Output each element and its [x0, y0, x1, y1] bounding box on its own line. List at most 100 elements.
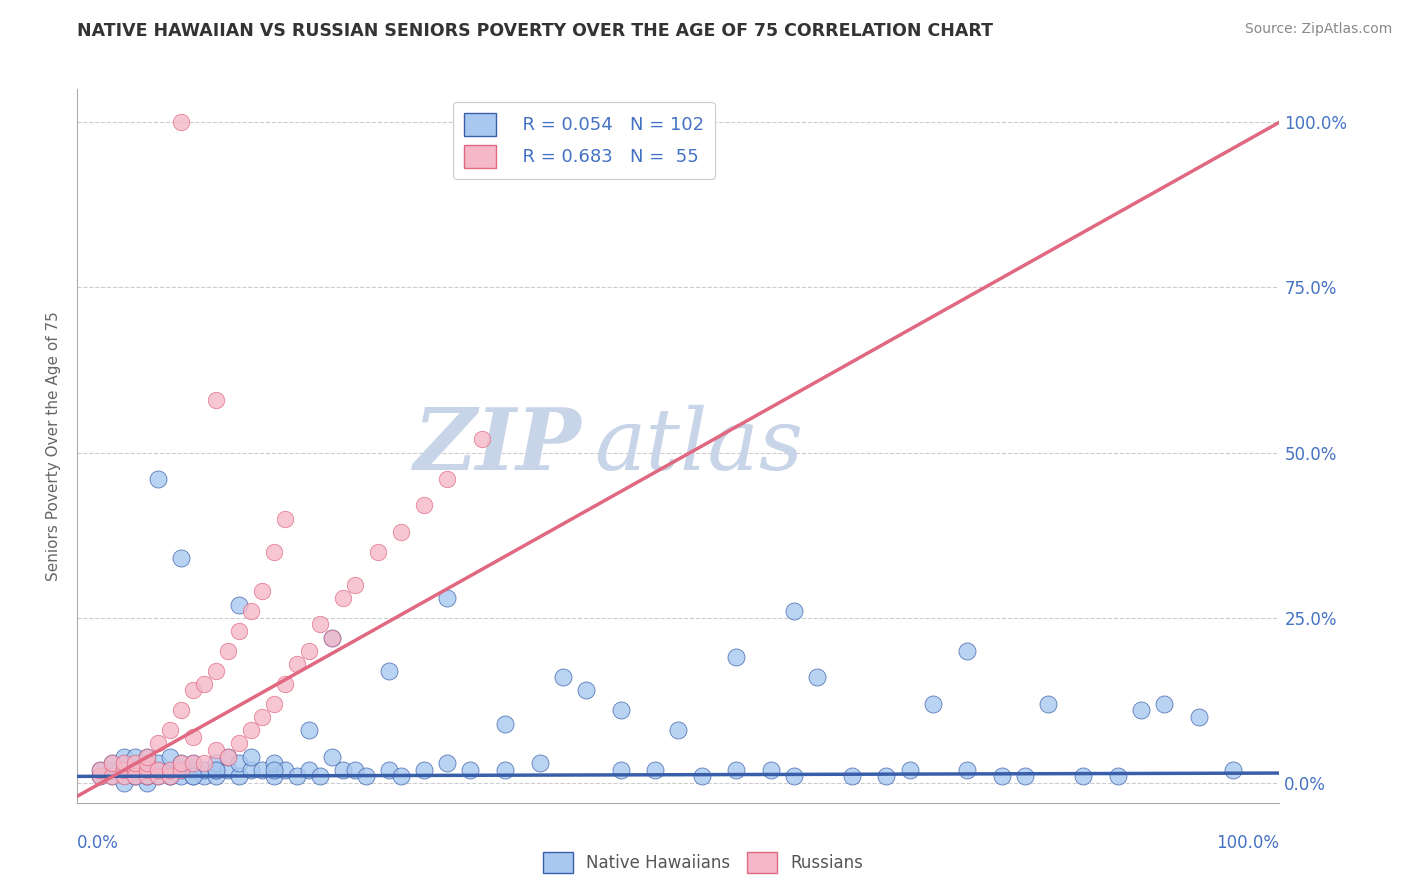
Point [170, 756, 193, 771]
Point [159, 763, 181, 777]
Point [193, 763, 215, 777]
Point [135, 769, 157, 783]
Point [124, 769, 146, 783]
Point [135, 756, 157, 771]
Point [1187, 710, 1209, 724]
Point [239, 723, 262, 738]
Point [124, 769, 146, 783]
Legend: Native Hawaiians, Russians: Native Hawaiians, Russians [536, 846, 870, 880]
Point [148, 472, 170, 486]
Point [228, 624, 250, 638]
Point [159, 763, 181, 777]
Point [690, 769, 713, 783]
Point [89, 769, 111, 783]
Point [89, 763, 111, 777]
Point [956, 763, 979, 777]
Point [309, 617, 332, 632]
Point [181, 683, 204, 698]
Point [193, 756, 215, 771]
Point [148, 769, 170, 783]
Point [285, 769, 308, 783]
Point [806, 670, 828, 684]
Point [321, 631, 343, 645]
Point [991, 769, 1014, 783]
Point [217, 763, 239, 777]
Point [217, 749, 239, 764]
Point [759, 763, 782, 777]
Point [135, 776, 157, 790]
Point [228, 598, 250, 612]
Point [170, 763, 193, 777]
Point [332, 591, 354, 605]
Point [378, 763, 401, 777]
Legend:   R = 0.054   N = 102,   R = 0.683   N =  55: R = 0.054 N = 102, R = 0.683 N = 55 [453, 102, 714, 179]
Point [181, 756, 204, 771]
Point [436, 756, 458, 771]
Point [159, 769, 181, 783]
Text: 100.0%: 100.0% [1216, 834, 1279, 852]
Point [1071, 769, 1094, 783]
Point [297, 763, 319, 777]
Point [181, 763, 204, 777]
Point [436, 591, 458, 605]
Point [124, 769, 146, 783]
Text: Source: ZipAtlas.com: Source: ZipAtlas.com [1244, 22, 1392, 37]
Point [205, 664, 228, 678]
Point [181, 756, 204, 771]
Point [217, 749, 239, 764]
Text: 0.0%: 0.0% [77, 834, 120, 852]
Point [148, 756, 170, 771]
Point [148, 763, 170, 777]
Point [181, 730, 204, 744]
Point [494, 716, 516, 731]
Point [101, 756, 124, 771]
Point [101, 763, 124, 777]
Point [1129, 703, 1152, 717]
Point [159, 723, 181, 738]
Point [205, 763, 228, 777]
Text: NATIVE HAWAIIAN VS RUSSIAN SENIORS POVERTY OVER THE AGE OF 75 CORRELATION CHART: NATIVE HAWAIIAN VS RUSSIAN SENIORS POVER… [77, 22, 993, 40]
Point [285, 657, 308, 671]
Point [725, 763, 748, 777]
Point [436, 472, 458, 486]
Point [135, 763, 157, 777]
Point [309, 769, 332, 783]
Point [367, 545, 389, 559]
Point [112, 769, 135, 783]
Y-axis label: Seniors Poverty Over the Age of 75: Seniors Poverty Over the Age of 75 [46, 311, 62, 581]
Point [205, 392, 228, 407]
Point [112, 769, 135, 783]
Point [378, 664, 401, 678]
Point [263, 545, 285, 559]
Point [356, 769, 378, 783]
Point [170, 756, 193, 771]
Point [148, 736, 170, 750]
Point [228, 769, 250, 783]
Point [551, 670, 574, 684]
Text: ZIP: ZIP [415, 404, 582, 488]
Point [112, 776, 135, 790]
Point [205, 769, 228, 783]
Point [297, 723, 319, 738]
Point [413, 763, 436, 777]
Point [135, 763, 157, 777]
Point [239, 604, 262, 618]
Point [783, 604, 806, 618]
Point [170, 115, 193, 129]
Point [725, 650, 748, 665]
Point [494, 763, 516, 777]
Point [205, 743, 228, 757]
Point [124, 749, 146, 764]
Point [159, 769, 181, 783]
Point [205, 763, 228, 777]
Point [124, 763, 146, 777]
Point [159, 749, 181, 764]
Point [124, 756, 146, 771]
Point [170, 763, 193, 777]
Point [112, 749, 135, 764]
Point [841, 769, 863, 783]
Point [112, 756, 135, 771]
Point [101, 769, 124, 783]
Point [956, 644, 979, 658]
Point [193, 769, 215, 783]
